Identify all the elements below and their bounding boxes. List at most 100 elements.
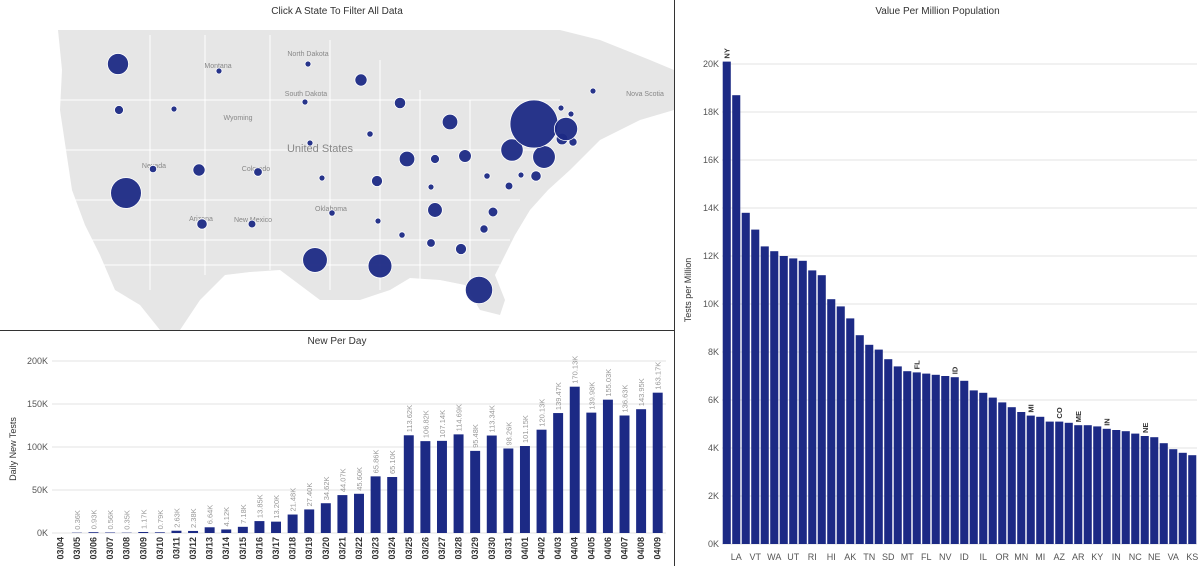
daily-bar xyxy=(536,429,547,533)
state-bubble[interactable] xyxy=(487,206,499,218)
daily-bar xyxy=(486,435,497,533)
state-bubble[interactable] xyxy=(398,150,416,168)
pm-bar xyxy=(855,335,864,544)
state-bubble[interactable] xyxy=(196,218,208,230)
state-bubble[interactable] xyxy=(530,170,542,182)
state-bubble[interactable] xyxy=(500,138,524,162)
state-bubble[interactable] xyxy=(148,164,158,174)
pm-ytick-label: 18K xyxy=(703,107,719,117)
daily-xtick-label: 03/05 xyxy=(72,537,82,560)
state-bubble[interactable] xyxy=(114,105,124,115)
pm-xtick-label: IL xyxy=(979,552,987,562)
state-bubble[interactable] xyxy=(509,99,559,149)
daily-data-label: 0.93K xyxy=(89,510,98,530)
state-bubble[interactable] xyxy=(567,110,575,118)
daily-data-label: 120.13K xyxy=(538,399,547,427)
map-bubbles[interactable] xyxy=(107,53,597,305)
state-bubble[interactable] xyxy=(170,105,178,113)
pm-bar xyxy=(1188,455,1197,544)
pm-bar xyxy=(798,260,807,544)
daily-bar xyxy=(304,509,315,533)
state-bubble[interactable] xyxy=(427,202,443,218)
pm-xtick-label: AZ xyxy=(1053,552,1065,562)
state-bubble[interactable] xyxy=(517,171,525,179)
state-bubble[interactable] xyxy=(247,219,257,229)
state-bubble[interactable] xyxy=(589,87,597,95)
state-bubble[interactable] xyxy=(371,175,383,187)
state-bubble[interactable] xyxy=(304,60,312,68)
daily-data-label: 155.03K xyxy=(604,369,613,397)
daily-xtick-label: 03/07 xyxy=(105,537,115,560)
pm-xtick-label: OR xyxy=(996,552,1010,562)
state-bubble[interactable] xyxy=(107,53,129,75)
state-bubble[interactable] xyxy=(302,247,328,273)
state-bubble[interactable] xyxy=(398,231,406,239)
state-bubble[interactable] xyxy=(367,253,393,279)
state-bubble[interactable] xyxy=(354,73,368,87)
state-bubble[interactable] xyxy=(458,149,472,163)
daily-panel: New Per Day Daily New Tests 0K 50K 100K 150… xyxy=(0,331,675,566)
daily-xtick-label: 03/21 xyxy=(337,537,347,560)
daily-xtick-label: 04/08 xyxy=(636,537,646,560)
us-map[interactable]: North Dakota Montana South Dakota Wyoming Un… xyxy=(0,0,674,330)
daily-data-label: 95.48K xyxy=(471,424,480,448)
state-bubble[interactable] xyxy=(427,183,435,191)
daily-data-label: 2.38K xyxy=(189,508,198,528)
daily-ylabel: Daily New Tests xyxy=(8,417,18,481)
state-bubble[interactable] xyxy=(483,172,491,180)
state-bubble[interactable] xyxy=(110,177,142,209)
daily-data-label: 170.13K xyxy=(571,356,580,384)
daily-xtick-label: 03/19 xyxy=(304,537,314,560)
daily-xtick-label: 03/30 xyxy=(487,537,497,560)
pm-xtick-label: MI xyxy=(1035,552,1045,562)
state-bubble[interactable] xyxy=(328,209,336,217)
pm-title: Value Per Million Population xyxy=(875,6,1000,17)
pm-xtick-label: WA xyxy=(767,552,781,562)
daily-bar xyxy=(602,399,613,533)
state-bubble[interactable] xyxy=(464,275,494,305)
pm-xtick-label: VT xyxy=(749,552,761,562)
daily-xtick-label: 03/28 xyxy=(454,537,464,560)
daily-xtick-label: 03/08 xyxy=(122,537,132,560)
state-bubble[interactable] xyxy=(318,174,326,182)
pm-bar xyxy=(998,402,1007,544)
daily-ytick-label: 150K xyxy=(27,399,48,409)
state-bubble[interactable] xyxy=(366,130,374,138)
pm-xtick-label: MN xyxy=(1014,552,1028,562)
pm-ytick-label: 20K xyxy=(703,59,719,69)
state-bubble[interactable] xyxy=(306,139,314,147)
state-bubble[interactable] xyxy=(192,163,206,177)
daily-data-label: 7.18K xyxy=(239,504,248,524)
per-million-chart: Tests per Million 0K 2K 4K 6K 8K 10K 12K 14K 16K… xyxy=(683,48,1198,562)
pm-xtick-label: ID xyxy=(960,552,970,562)
state-bubble[interactable] xyxy=(479,224,489,234)
state-bubble[interactable] xyxy=(532,145,556,169)
map-label: North Dakota xyxy=(287,51,328,58)
daily-data-label: 163.17K xyxy=(654,362,663,390)
daily-xtick-label: 04/09 xyxy=(653,537,663,560)
daily-xtick-label: 03/09 xyxy=(138,537,148,560)
pm-bar xyxy=(741,212,750,545)
daily-data-label: 13.85K xyxy=(255,494,264,518)
daily-data-label: 114.69K xyxy=(455,404,464,431)
daily-xtick-label: 03/04 xyxy=(55,537,65,560)
state-bubble[interactable] xyxy=(557,104,565,112)
daily-bar xyxy=(619,415,630,533)
state-bubble[interactable] xyxy=(430,154,440,164)
map-panel: Click A State To Filter All Data North D… xyxy=(0,0,675,331)
state-bubble[interactable] xyxy=(301,98,309,106)
state-bubble[interactable] xyxy=(393,96,407,110)
state-bubble[interactable] xyxy=(215,67,223,75)
pm-xtick-label: FL xyxy=(921,552,932,562)
state-bubble[interactable] xyxy=(455,243,467,255)
daily-data-label: 0.36K xyxy=(73,510,82,530)
pm-xtick-label: AK xyxy=(844,552,856,562)
daily-data-label: 13.20K xyxy=(272,495,281,519)
state-bubble[interactable] xyxy=(504,181,514,191)
state-bubble[interactable] xyxy=(553,116,579,142)
state-bubble[interactable] xyxy=(253,167,263,177)
state-bubble[interactable] xyxy=(426,238,436,248)
state-bubble[interactable] xyxy=(374,217,382,225)
state-bubble[interactable] xyxy=(441,113,459,131)
daily-bar xyxy=(287,514,298,533)
